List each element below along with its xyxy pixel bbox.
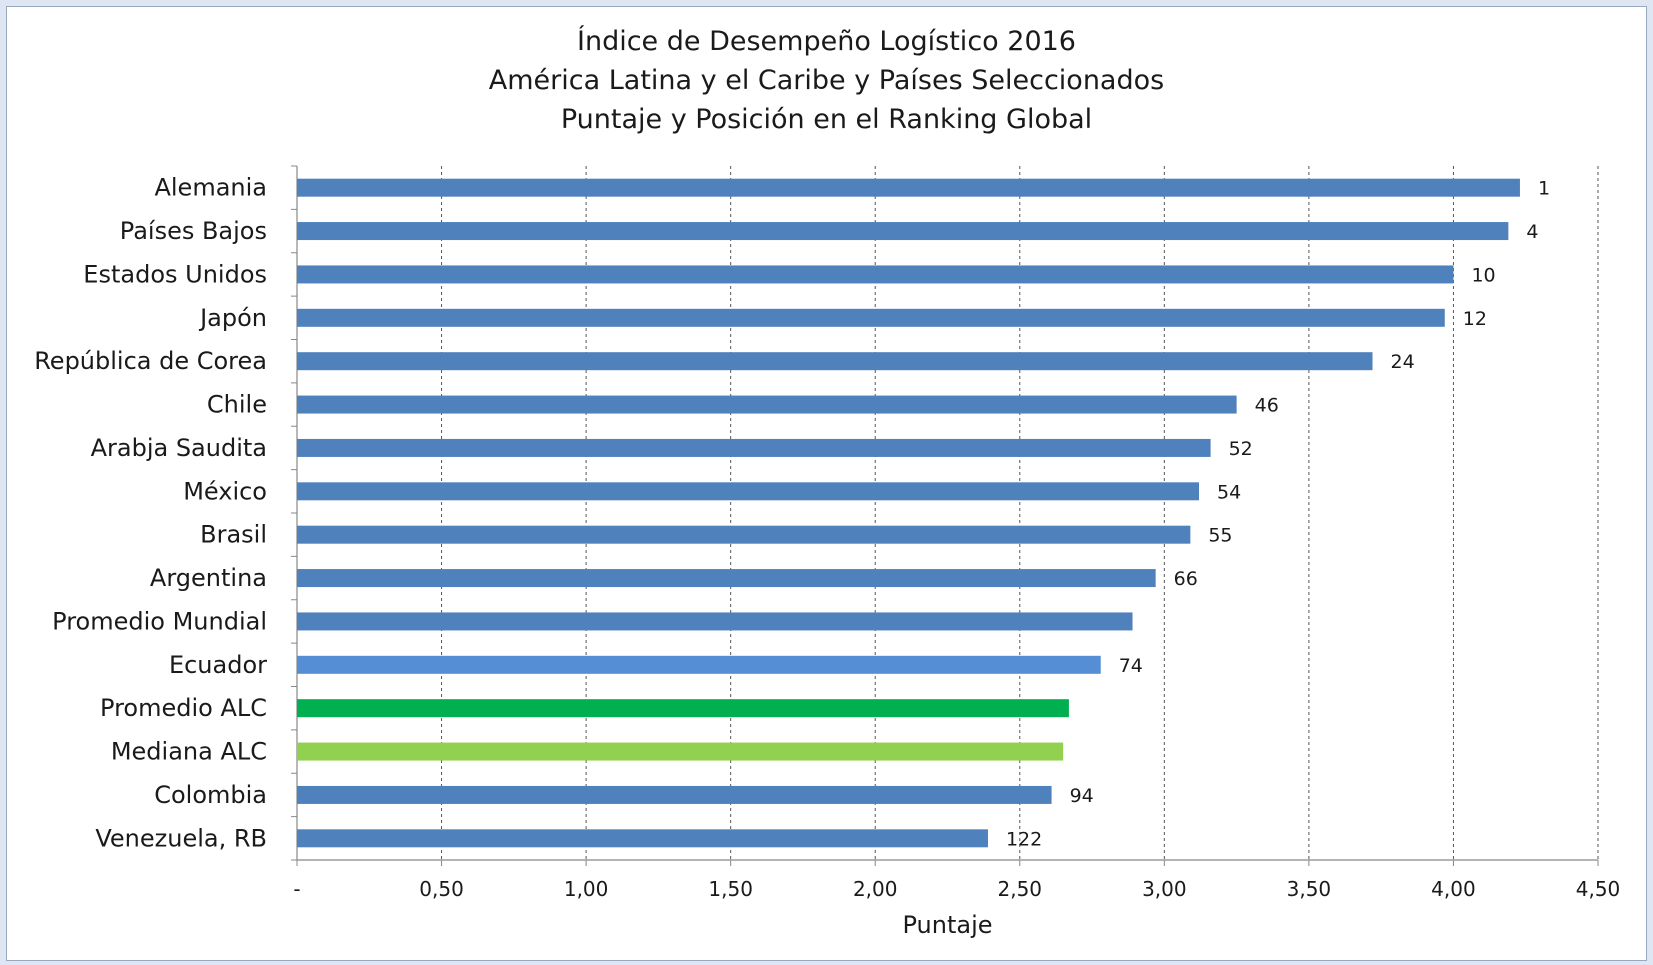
category-label: Japón xyxy=(198,304,267,332)
bar xyxy=(297,352,1373,371)
bar xyxy=(297,785,1052,804)
x-tick-label: 1,00 xyxy=(564,877,609,901)
bar xyxy=(297,742,1064,761)
bar xyxy=(297,438,1211,457)
chart-subtitle: América Latina y el Caribe y Países Sele… xyxy=(488,65,1165,96)
bar xyxy=(297,699,1069,718)
category-label: Argentina xyxy=(150,564,267,592)
bar xyxy=(297,829,988,848)
category-label: Colombia xyxy=(154,781,267,809)
data-label: 54 xyxy=(1217,481,1241,503)
x-tick-label: 3,50 xyxy=(1287,877,1332,901)
bar xyxy=(297,612,1133,631)
category-label: Arabja Saudita xyxy=(91,434,267,462)
bar xyxy=(297,395,1237,414)
chart-titles: Índice de Desempeño Logístico 2016 Améri… xyxy=(0,22,1653,139)
data-label: 94 xyxy=(1070,785,1094,807)
category-label: Venezuela, RB xyxy=(95,824,267,852)
x-tick-label: - xyxy=(293,877,300,901)
bar xyxy=(297,222,1509,241)
bar xyxy=(297,569,1156,588)
data-label: 122 xyxy=(1006,828,1042,850)
data-label: 66 xyxy=(1174,568,1198,590)
data-label: 52 xyxy=(1229,438,1253,460)
category-label: México xyxy=(183,477,267,505)
category-label: República de Corea xyxy=(34,347,267,375)
data-label: 74 xyxy=(1119,655,1143,677)
bar xyxy=(297,265,1454,284)
category-label: Chile xyxy=(207,391,267,419)
bar xyxy=(297,482,1200,501)
data-label: 12 xyxy=(1463,308,1487,330)
category-label: Promedio Mundial xyxy=(52,607,267,635)
x-axis-title: Puntaje xyxy=(902,911,992,939)
data-label: 1 xyxy=(1538,178,1550,200)
x-tick-label: 1,50 xyxy=(708,877,753,901)
x-tick-label: 3,00 xyxy=(1142,877,1187,901)
category-label: Países Bajos xyxy=(120,217,267,245)
category-label: Promedio ALC xyxy=(100,694,267,722)
chart-title: Índice de Desempeño Logístico 2016 xyxy=(577,26,1076,57)
x-tick-label: 4,50 xyxy=(1576,877,1621,901)
bar xyxy=(297,308,1445,327)
x-tick-label: 2,50 xyxy=(998,877,1043,901)
chart-subtitle-2: Puntaje y Posición en el Ranking Global xyxy=(560,104,1093,135)
data-label: 24 xyxy=(1390,351,1414,373)
category-label: Ecuador xyxy=(169,651,267,679)
x-tick-label: 2,00 xyxy=(853,877,898,901)
data-label: 46 xyxy=(1255,395,1279,417)
data-label: 10 xyxy=(1471,264,1495,286)
category-label: Estados Unidos xyxy=(83,260,267,288)
x-tick-label: 0,50 xyxy=(419,877,464,901)
bar xyxy=(297,525,1191,544)
category-label: Brasil xyxy=(200,521,267,549)
bar xyxy=(297,178,1520,197)
category-label: Alemania xyxy=(154,174,267,202)
data-label: 55 xyxy=(1208,525,1232,547)
bar xyxy=(297,655,1101,674)
x-tick-label: 4,00 xyxy=(1431,877,1476,901)
data-label: 4 xyxy=(1526,221,1538,243)
category-label: Mediana ALC xyxy=(111,738,267,766)
